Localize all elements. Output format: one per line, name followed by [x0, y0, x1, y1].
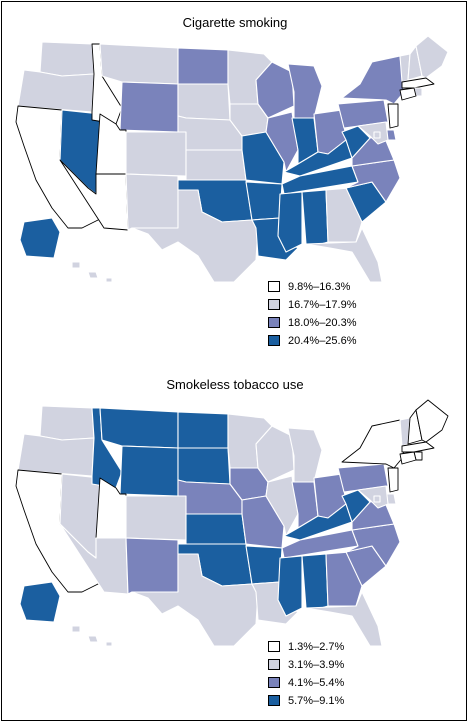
state-nd	[177, 47, 229, 85]
state-ct	[399, 87, 417, 101]
state-co	[125, 131, 187, 177]
state-wy	[119, 81, 179, 133]
state-nm	[125, 537, 179, 595]
state-ar	[245, 181, 283, 221]
state-ms	[277, 555, 303, 617]
legend-swatch	[268, 695, 280, 706]
state-wy	[119, 445, 179, 497]
state-fl	[305, 591, 383, 646]
state-sd	[177, 447, 231, 485]
state-hi	[71, 261, 113, 282]
panel-cigarette-smoking: Cigarette smoking 9.8%–16.3% 16.7%–17.9%…	[2, 2, 468, 362]
us-choropleth-map-cigarette	[15, 35, 449, 282]
state-ny	[341, 419, 405, 469]
legend-label: 9.8%–16.3%	[288, 281, 351, 293]
state-ks	[185, 513, 247, 545]
legend-label: 16.7%–17.9%	[288, 299, 357, 311]
state-pa	[337, 463, 389, 493]
legend-label: 1.3%–2.7%	[288, 641, 345, 653]
legend-label: 5.7%–9.1%	[288, 695, 345, 707]
state-nm	[125, 173, 179, 231]
state-fl	[305, 227, 383, 282]
us-choropleth-map-smokeless	[15, 399, 449, 646]
legend-label: 3.1%–3.9%	[288, 659, 345, 671]
state-al	[301, 553, 329, 611]
state-or	[17, 69, 95, 113]
state-ks	[185, 149, 247, 181]
state-dc	[373, 131, 381, 139]
state-mt	[99, 43, 179, 85]
legend-swatch	[268, 677, 280, 688]
state-md	[357, 485, 389, 509]
state-ma	[401, 77, 435, 89]
legend-swatch	[268, 317, 280, 328]
state-md	[357, 121, 389, 145]
panel-title: Smokeless tobacco use	[166, 377, 304, 392]
state-wa	[39, 405, 95, 441]
state-ak	[19, 217, 61, 259]
panel-smokeless-tobacco: Smokeless tobacco use 1.3%–2.7% 3.1%–3.9…	[2, 362, 468, 722]
state-hi	[71, 625, 113, 646]
state-ak	[19, 581, 61, 623]
state-or	[17, 433, 95, 477]
state-ky	[283, 503, 353, 541]
state-ms	[277, 191, 303, 253]
state-ma	[401, 441, 435, 453]
state-dc	[373, 495, 381, 503]
state-ky	[283, 139, 353, 177]
state-tx	[131, 553, 259, 646]
legend-cigarette: 9.8%–16.3% 16.7%–17.9% 18.0%–20.3% 20.4%…	[268, 280, 408, 350]
state-tx	[131, 189, 259, 282]
legend-label: 18.0%–20.3%	[288, 317, 357, 329]
state-co	[125, 495, 187, 541]
state-nj	[387, 467, 399, 493]
state-me	[415, 399, 449, 443]
state-al	[301, 189, 329, 247]
legend-swatch	[268, 335, 280, 346]
state-ct	[399, 451, 417, 465]
state-ar	[245, 545, 283, 585]
panel-title: Cigarette smoking	[182, 15, 288, 30]
state-pa	[337, 99, 389, 129]
state-nd	[177, 411, 229, 449]
legend-swatch	[268, 641, 280, 652]
legend-swatch	[268, 281, 280, 292]
state-mt	[99, 407, 179, 449]
state-nj	[387, 103, 399, 129]
legend-swatch	[268, 659, 280, 670]
legend-smokeless: 1.3%–2.7% 3.1%–3.9% 4.1%–5.4% 5.7%–9.1%	[268, 640, 408, 710]
state-me	[415, 35, 449, 79]
state-nc	[345, 159, 401, 203]
legend-label: 4.1%–5.4%	[288, 677, 345, 689]
legend-swatch	[268, 299, 280, 310]
state-ny	[341, 55, 405, 105]
state-nc	[345, 523, 401, 567]
state-wa	[39, 41, 95, 77]
legend-label: 20.4%–25.6%	[288, 335, 357, 347]
state-sd	[177, 83, 231, 121]
